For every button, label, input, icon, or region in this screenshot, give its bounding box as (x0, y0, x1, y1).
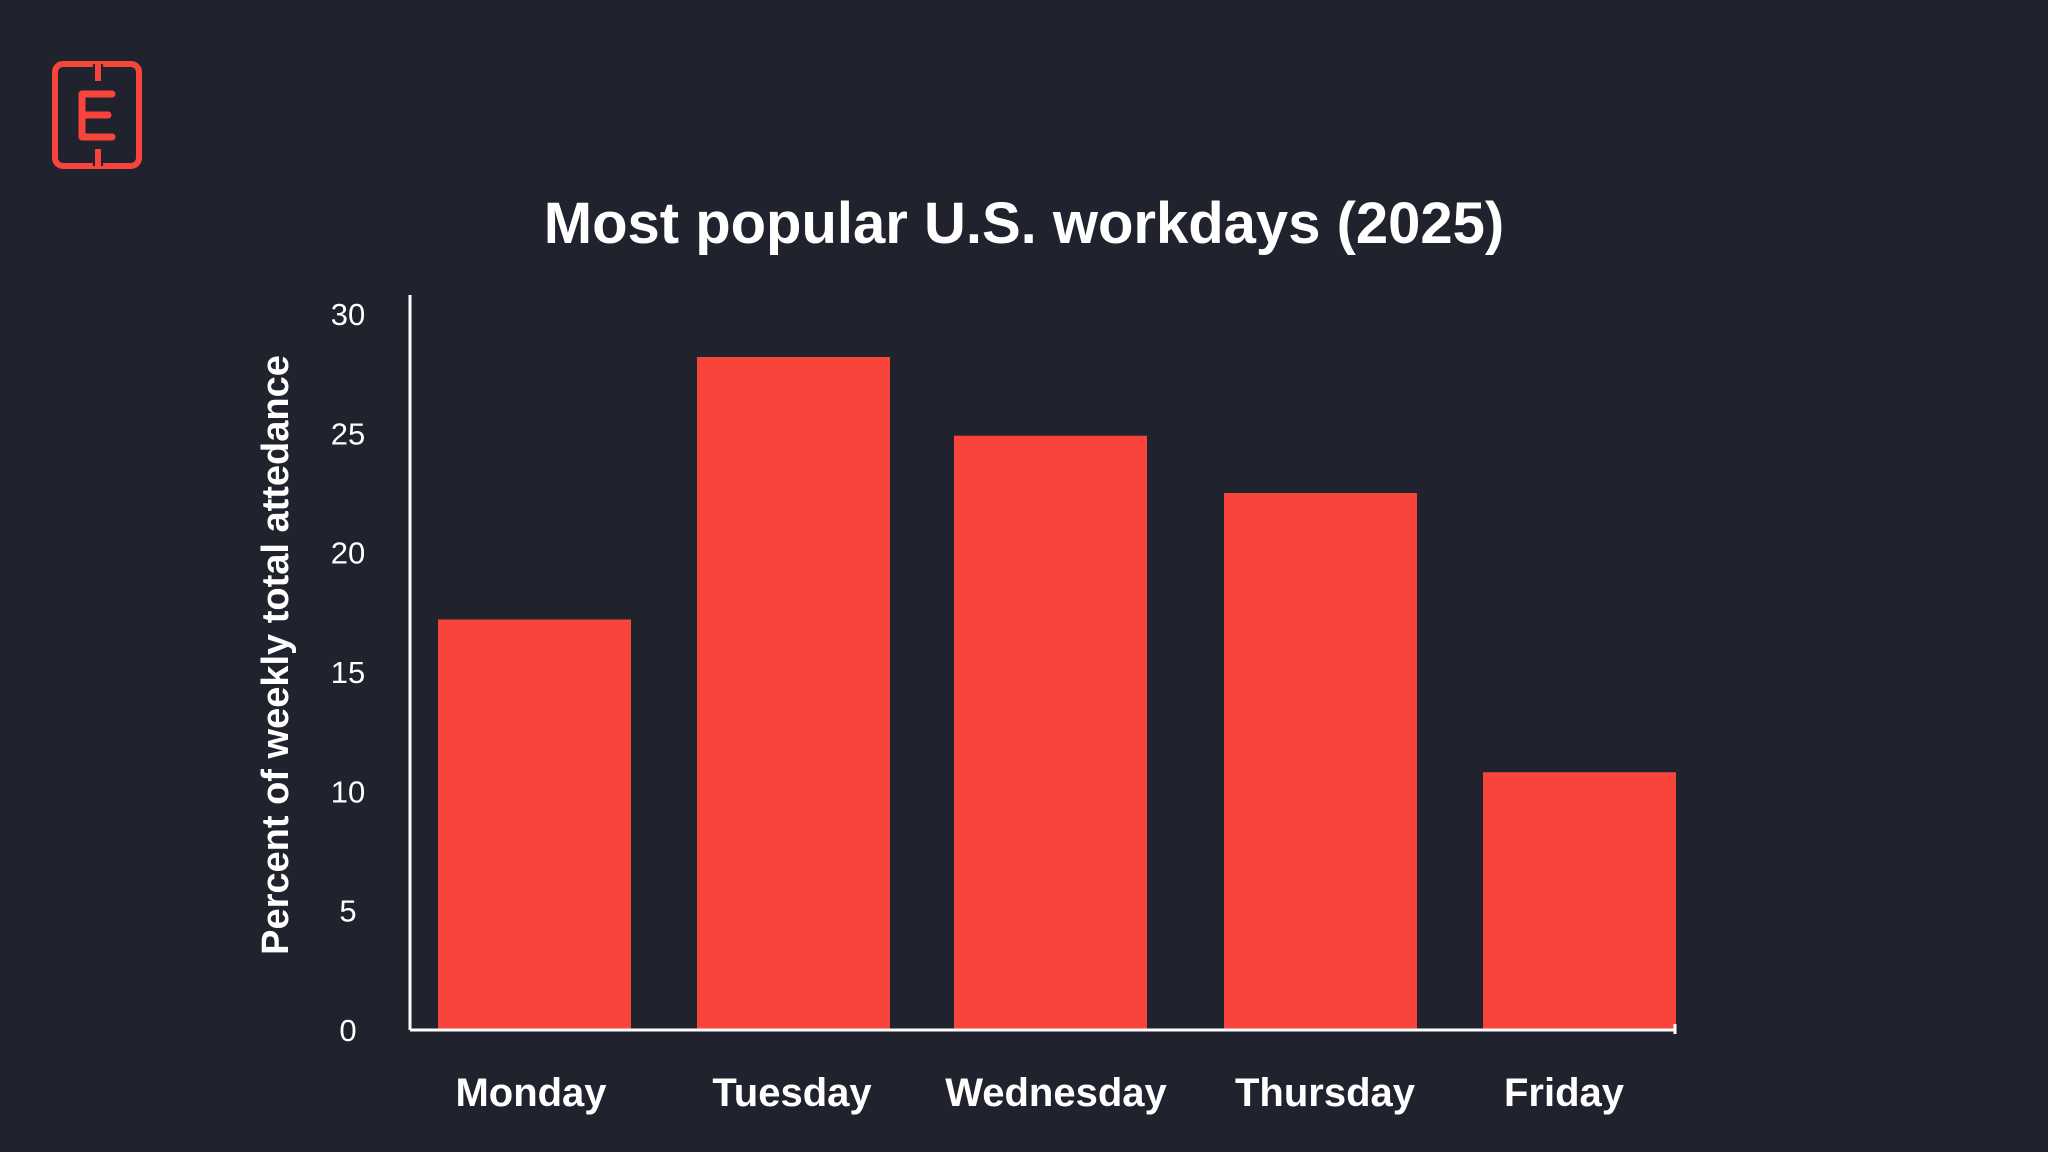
y-tick-label: 10 (331, 774, 365, 809)
bar-friday (1483, 772, 1676, 1030)
axes-layer (408, 295, 1677, 1034)
y-tick-label: 0 (339, 1013, 356, 1048)
y-tick-labels: 0 5 10 15 20 25 30 (331, 297, 365, 1048)
x-tick-label-wednesday: Wednesday (945, 1071, 1167, 1115)
y-tick-label: 15 (331, 655, 365, 690)
bar-wednesday (954, 435, 1147, 1031)
x-tick-label-friday: Friday (1504, 1071, 1625, 1115)
e-letter-logo-icon (52, 61, 142, 169)
y-tick-label: 30 (331, 297, 365, 332)
bar-tuesday (697, 356, 890, 1031)
x-tick-label-thursday: Thursday (1235, 1071, 1416, 1115)
bar-monday (438, 619, 631, 1030)
y-tick-label: 5 (339, 894, 356, 929)
y-axis-title: Percent of weekly total attedance (255, 355, 297, 955)
y-tick-label: 20 (331, 536, 365, 571)
y-tick-label: 25 (331, 416, 365, 451)
x-tick-labels: Monday Tuesday Wednesday Thursday Friday (455, 1071, 1624, 1115)
bars-layer (438, 356, 1676, 1031)
bar-thursday (1224, 493, 1417, 1030)
x-tick-label-tuesday: Tuesday (712, 1071, 872, 1115)
chart-title: Most popular U.S. workdays (2025) (543, 191, 1505, 256)
x-tick-label-monday: Monday (455, 1071, 607, 1115)
